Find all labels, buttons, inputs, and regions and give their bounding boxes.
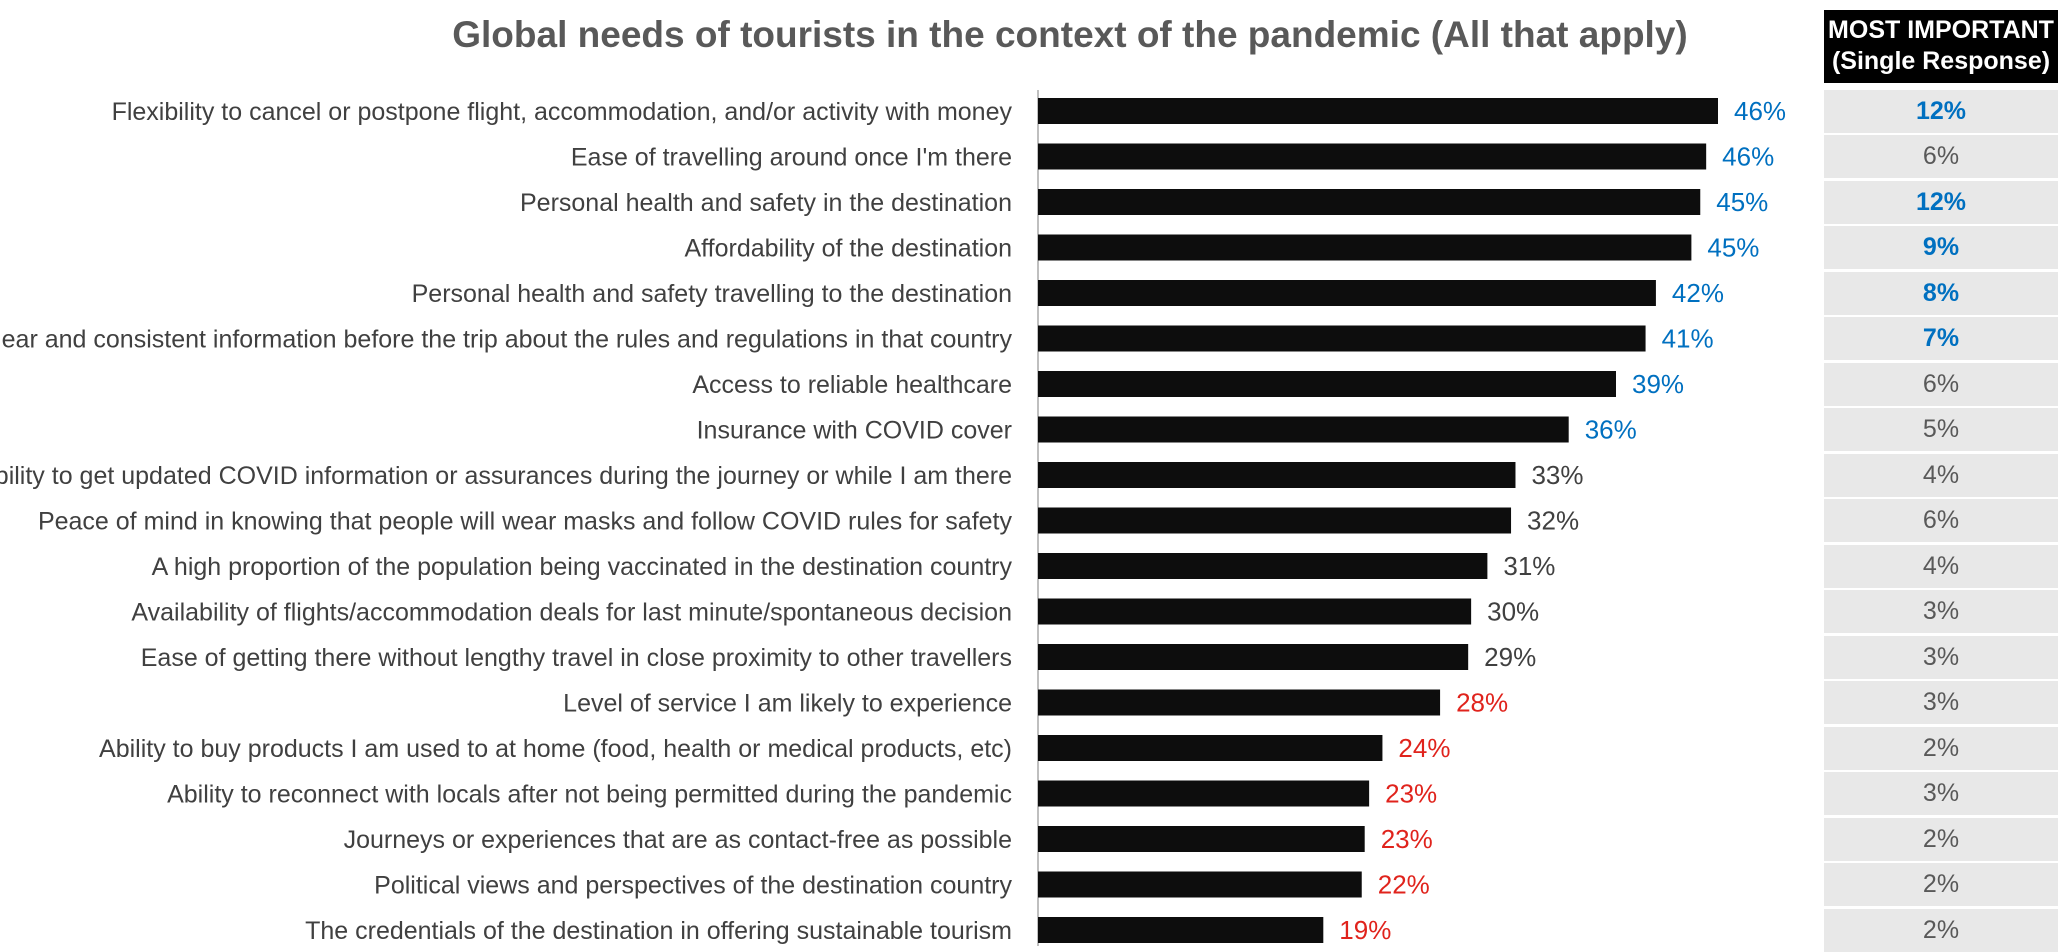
category-label: Peace of mind in knowing that people wil… [38,508,1013,536]
most-important-value: 12% [1824,180,2058,224]
category-label: Ease of travelling around once I'm there [571,144,1012,172]
most-important-value: 3% [1824,681,2058,724]
data-label: 31% [1503,551,1555,581]
data-label: 24% [1398,733,1450,763]
data-label: 30% [1487,597,1539,627]
most-important-value: 4% [1824,544,2058,588]
most-important-value: 3% [1824,590,2058,633]
data-label: 46% [1722,142,1774,172]
most-important-value: 9% [1824,226,2058,269]
bar [1038,507,1512,534]
most-important-value: 2% [1824,908,2058,952]
category-label: Personal health and safety in the destin… [520,189,1012,217]
data-label: 45% [1707,233,1759,263]
data-label: 39% [1632,369,1684,399]
bar [1038,98,1718,124]
category-label: Affordability of the destination [684,235,1012,263]
bar [1038,325,1646,352]
category-label: Flexibility to cancel or postpone flight… [112,98,1013,126]
category-label: The credentials of the destination in of… [305,917,1012,945]
most-important-value: 12% [1824,89,2058,133]
data-label: 33% [1531,460,1583,490]
most-important-value: 2% [1824,817,2058,861]
category-label: Personal health and safety travelling to… [412,280,1012,308]
category-label: Level of service I am likely to experien… [563,690,1012,718]
bar [1038,871,1362,898]
category-label: Journeys or experiences that are as cont… [344,826,1012,854]
category-label: Insurance with COVID cover [697,417,1012,445]
bar [1038,371,1616,397]
bar [1038,780,1370,807]
bar [1038,917,1324,943]
category-label: Ease of getting there without lengthy tr… [141,644,1012,672]
most-important-value: 8% [1824,271,2058,315]
bar [1038,735,1383,761]
category-label: Access to reliable healthcare [692,371,1012,399]
bar [1038,644,1469,670]
most-important-header-line2: (Single Response) [1831,47,2051,75]
most-important-value: 2% [1824,726,2058,770]
most-important-header-line1: MOST IMPORTANT [1828,16,2054,44]
bar [1038,189,1701,215]
most-important-value: 3% [1824,772,2058,815]
chart-title: Global needs of tourists in the context … [452,14,1688,55]
bar [1038,143,1707,170]
most-important-value: 2% [1824,863,2058,906]
data-label: 22% [1378,870,1430,900]
category-label: Ability to reconnect with locals after n… [167,781,1012,809]
category-label: Availability of flights/accommodation de… [131,599,1012,627]
category-label: Political views and perspectives of the … [374,872,1012,900]
bar [1038,826,1365,852]
bar [1038,598,1472,625]
data-label: 29% [1484,642,1536,672]
data-label: 36% [1585,415,1637,445]
bar [1038,553,1488,579]
most-important-value: 6% [1824,135,2058,178]
data-label: 23% [1381,824,1433,854]
most-important-value: 4% [1824,453,2058,497]
most-important-header: MOST IMPORTANT (Single Response) [1824,10,2058,83]
data-label: 45% [1716,187,1768,217]
bar [1038,234,1692,261]
category-label: Clear and consistent information before … [0,326,1012,354]
data-label: 42% [1672,278,1724,308]
data-label: 23% [1385,779,1437,809]
category-label: Ability to buy products I am used to at … [99,735,1012,763]
category-label: Ability to get updated COVID information… [0,462,1012,490]
data-label: 19% [1339,915,1391,945]
most-important-value: 5% [1824,408,2058,451]
most-important-value: 6% [1824,362,2058,406]
category-label: A high proportion of the population bein… [152,553,1013,581]
most-important-value: 3% [1824,635,2058,679]
data-label: 41% [1662,324,1714,354]
data-label: 32% [1527,506,1579,536]
data-label: 28% [1456,688,1508,718]
data-label: 46% [1734,96,1786,126]
bar [1038,280,1656,306]
most-important-value: 6% [1824,499,2058,542]
most-important-value: 7% [1824,317,2058,360]
bar [1038,689,1441,716]
bar [1038,416,1569,443]
bar [1038,462,1516,488]
